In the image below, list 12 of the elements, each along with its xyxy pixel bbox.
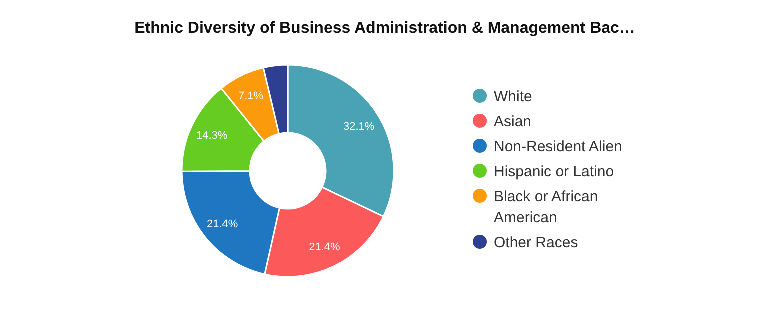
legend-label: White — [494, 88, 532, 106]
data-label: 21.4% — [309, 241, 341, 254]
data-label: 32.1% — [343, 121, 375, 134]
legend-label: Hispanic or Latino — [494, 163, 614, 180]
legend-label: Non-Resident Alien — [494, 138, 622, 156]
data-label: 7.1% — [238, 90, 264, 102]
data-label: 21.4% — [207, 218, 238, 231]
legend-label: Other Races — [494, 234, 578, 252]
legend-label: Black or African American — [494, 188, 598, 226]
legend-label: Asian — [494, 113, 532, 130]
data-label: 14.3% — [196, 130, 228, 142]
chart-title: Ethnic Diversity of Business Administration & Management Bac… — [134, 20, 636, 37]
